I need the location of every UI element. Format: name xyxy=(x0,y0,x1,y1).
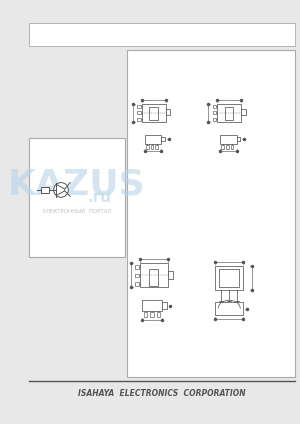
Bar xyxy=(213,105,216,108)
Bar xyxy=(151,145,153,148)
Bar xyxy=(226,145,229,148)
Bar xyxy=(137,112,141,114)
Bar xyxy=(146,145,149,148)
Bar xyxy=(215,266,243,290)
Bar xyxy=(162,302,167,309)
Text: .ru: .ru xyxy=(88,190,112,205)
Bar xyxy=(142,300,162,311)
Bar xyxy=(166,109,170,115)
Bar xyxy=(140,263,168,287)
Bar xyxy=(145,135,161,144)
Bar xyxy=(241,109,246,115)
Text: ЭЛЕКТРОННЫЙ  ПОРТАЛ: ЭЛЕКТРОННЫЙ ПОРТАЛ xyxy=(42,209,111,214)
Bar xyxy=(215,302,243,315)
Bar xyxy=(149,107,158,120)
Bar xyxy=(127,50,296,377)
Bar xyxy=(29,137,125,257)
Bar xyxy=(213,118,216,120)
Bar xyxy=(213,112,216,114)
Bar xyxy=(221,145,224,148)
Bar xyxy=(137,118,141,120)
Bar xyxy=(237,137,240,141)
Bar xyxy=(142,103,166,122)
Text: ISAHAYA  ELECTRONICS  CORPORATION: ISAHAYA ELECTRONICS CORPORATION xyxy=(78,388,246,398)
Circle shape xyxy=(54,183,68,197)
Bar xyxy=(29,22,296,46)
Bar xyxy=(225,107,233,120)
Bar xyxy=(136,265,139,269)
Bar xyxy=(157,312,160,317)
Bar xyxy=(150,312,154,317)
Bar xyxy=(161,137,165,141)
Bar xyxy=(155,145,158,148)
Bar xyxy=(220,135,237,144)
Text: KAZUS: KAZUS xyxy=(8,167,146,201)
Bar xyxy=(219,269,239,287)
Bar xyxy=(136,282,139,285)
Bar xyxy=(168,271,173,279)
Bar xyxy=(41,187,49,192)
Bar xyxy=(137,105,141,108)
Bar xyxy=(144,312,147,317)
Bar xyxy=(149,269,158,285)
Bar xyxy=(136,273,139,277)
Bar xyxy=(231,145,233,148)
Bar xyxy=(217,103,241,122)
